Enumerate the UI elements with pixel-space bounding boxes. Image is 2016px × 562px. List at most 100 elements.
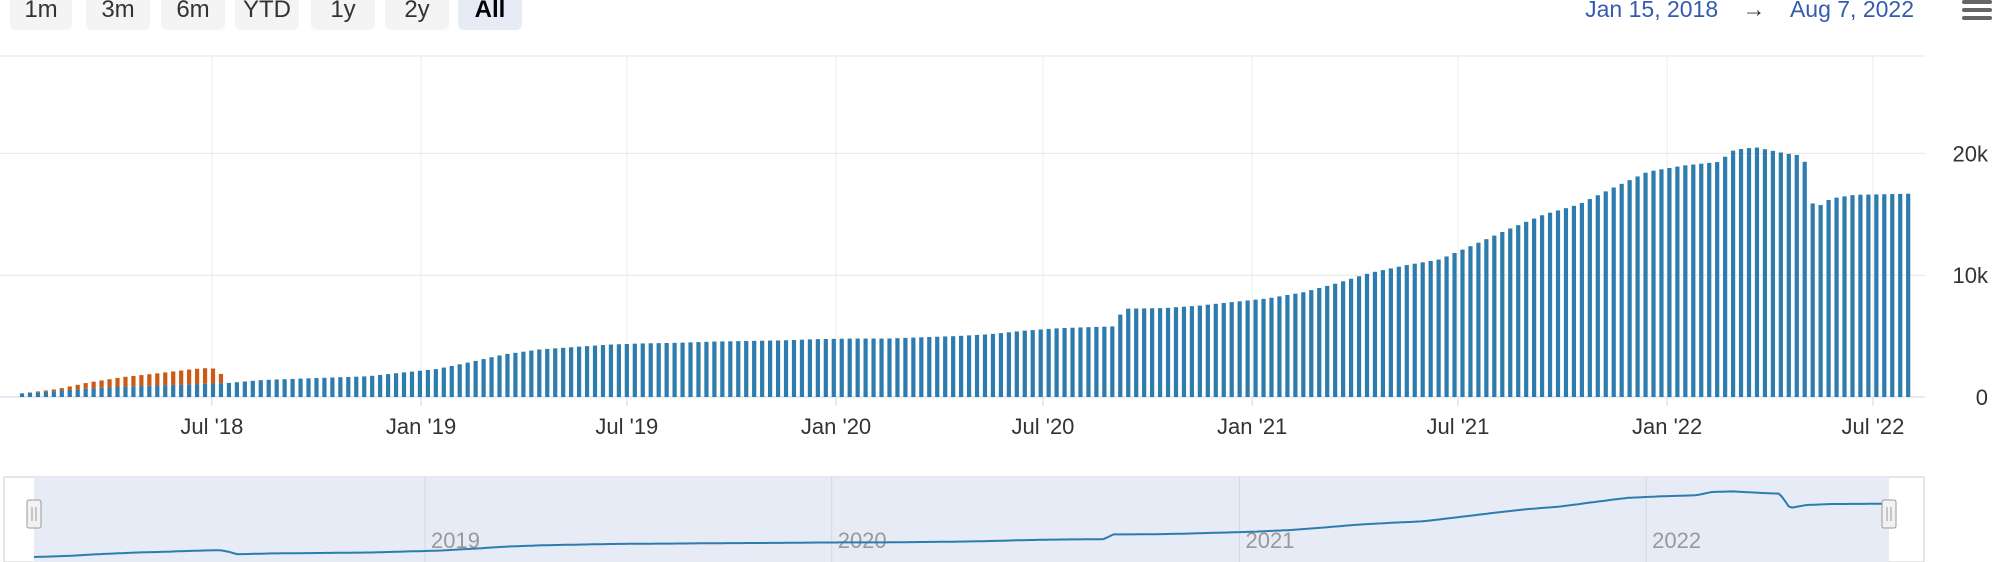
bar-series-1 — [1643, 172, 1648, 397]
bar-series-1 — [1348, 278, 1354, 397]
bar-series-1 — [799, 339, 805, 397]
bar-series-1 — [1317, 288, 1322, 397]
bar-series-1 — [1372, 271, 1378, 397]
bar-series-1 — [616, 344, 621, 397]
bar-series-2 — [115, 377, 120, 388]
y-tick-label: 10k — [1953, 263, 1989, 288]
navigator-selection[interactable] — [34, 477, 1889, 562]
bar-series-1 — [1627, 180, 1632, 397]
bar-series-1 — [1571, 205, 1577, 397]
bar-series-1 — [1388, 268, 1393, 397]
bar-series-1 — [1102, 326, 1107, 397]
bar-series-1 — [1412, 263, 1417, 397]
bar-series-1 — [847, 338, 852, 397]
x-tick-label: Jul '20 — [1012, 414, 1075, 439]
bar-series-1 — [895, 338, 900, 397]
bar-series-1 — [1436, 259, 1441, 397]
bar-series-1 — [1890, 194, 1895, 397]
bar-series-1 — [1380, 270, 1386, 397]
bar-series-1 — [1858, 194, 1863, 397]
bar-series-1 — [1086, 327, 1091, 397]
bar-series-1 — [1237, 301, 1242, 397]
bar-series-2 — [163, 372, 168, 386]
navigator-year-label: 2022 — [1652, 528, 1701, 553]
x-tick-label: Jul '19 — [595, 414, 658, 439]
bar-series-1 — [449, 365, 454, 397]
bar-series-1 — [290, 378, 295, 397]
bar-series-1 — [1452, 253, 1457, 397]
bar-series-1 — [632, 343, 637, 397]
bar-series-1 — [1587, 199, 1592, 397]
bar-series-1 — [1277, 296, 1282, 397]
bar-series-1 — [728, 341, 733, 397]
bar-series-1 — [656, 343, 661, 397]
navigator-right-handle[interactable] — [1881, 499, 1897, 529]
bar-series-1 — [505, 353, 510, 397]
bar-series-1 — [927, 337, 932, 397]
bar-series-2 — [67, 386, 72, 390]
bar-series-1 — [1022, 330, 1027, 397]
bar-series-1 — [314, 378, 319, 397]
bar-series-1 — [187, 384, 192, 397]
y-tick-label: 20k — [1953, 141, 1989, 166]
bar-series-1 — [1476, 242, 1481, 397]
bar-series-1 — [951, 336, 956, 397]
bar-series-1 — [1874, 194, 1879, 397]
bar-series-1 — [306, 378, 311, 397]
bar-series-1 — [1325, 285, 1330, 397]
bar-series-1 — [274, 379, 279, 397]
bar-series-1 — [561, 347, 566, 397]
range-button-all[interactable]: All — [458, 0, 522, 30]
bar-series-1 — [433, 369, 438, 397]
bar-series-1 — [1197, 305, 1202, 397]
range-button-3m[interactable]: 3m — [86, 0, 150, 30]
bar-series-1 — [497, 355, 502, 397]
bar-series-1 — [1245, 300, 1250, 397]
range-button-1m[interactable]: 1m — [10, 0, 72, 30]
bar-series-1 — [672, 342, 677, 397]
range-button-6m[interactable]: 6m — [161, 0, 225, 30]
bar-series-2 — [155, 373, 160, 386]
bar-series-1 — [1213, 303, 1218, 397]
bar-series-1 — [1054, 328, 1059, 397]
x-tick-label: Jan '21 — [1217, 414, 1287, 439]
bar-series-1 — [1157, 308, 1163, 397]
bar-series-2 — [194, 368, 200, 385]
bar-series-1 — [1142, 308, 1147, 397]
bar-series-1 — [1134, 308, 1139, 397]
bar-series-1 — [576, 346, 582, 397]
range-button-1y[interactable]: 1y — [311, 0, 375, 30]
navigator-left-handle[interactable] — [26, 499, 42, 529]
x-axis: Jul '18 Jan '19 Jul '19 Jan '20 Jul '20 Jan '… — [180, 397, 1904, 439]
bar-series-1 — [1810, 203, 1815, 397]
bar-series-1 — [59, 390, 64, 397]
x-tick-label: Jan '20 — [801, 414, 871, 439]
bar-series-1 — [1794, 154, 1799, 397]
range-button-2y[interactable]: 2y — [385, 0, 449, 30]
navigator[interactable]: 2019 2020 2021 2022 — [3, 476, 1925, 562]
bar-series-1 — [1730, 150, 1736, 397]
bar-series-1 — [1508, 228, 1513, 397]
bar-series-1 — [1850, 195, 1855, 397]
bar-series-1 — [155, 385, 160, 397]
bar-series-1 — [131, 386, 136, 397]
bar-series-1 — [43, 391, 48, 397]
date-range-to[interactable]: Aug 7, 2022 — [1789, 0, 1914, 22]
hamburger-menu-icon[interactable] — [1960, 0, 1994, 22]
bar-series-1 — [115, 387, 120, 397]
bar-series-1 — [903, 337, 908, 397]
date-range-from[interactable]: Jan 15, 2018 — [1585, 0, 1719, 22]
bar-series-1 — [1118, 314, 1123, 397]
bar-series-1 — [1675, 166, 1680, 397]
bar-series-1 — [322, 377, 327, 397]
bar-series-1 — [298, 378, 303, 397]
y-tick-label: 0 — [1976, 385, 1988, 410]
bar-series-1 — [1906, 193, 1911, 397]
bar-series-1 — [1707, 162, 1712, 397]
range-button-ytd[interactable]: YTD — [235, 0, 299, 30]
bar-series-1 — [1468, 246, 1473, 397]
bar-series-1 — [378, 374, 383, 397]
handle-grip — [1881, 499, 1897, 529]
bar-series-1 — [1746, 148, 1752, 397]
bar-series-2 — [83, 383, 88, 389]
